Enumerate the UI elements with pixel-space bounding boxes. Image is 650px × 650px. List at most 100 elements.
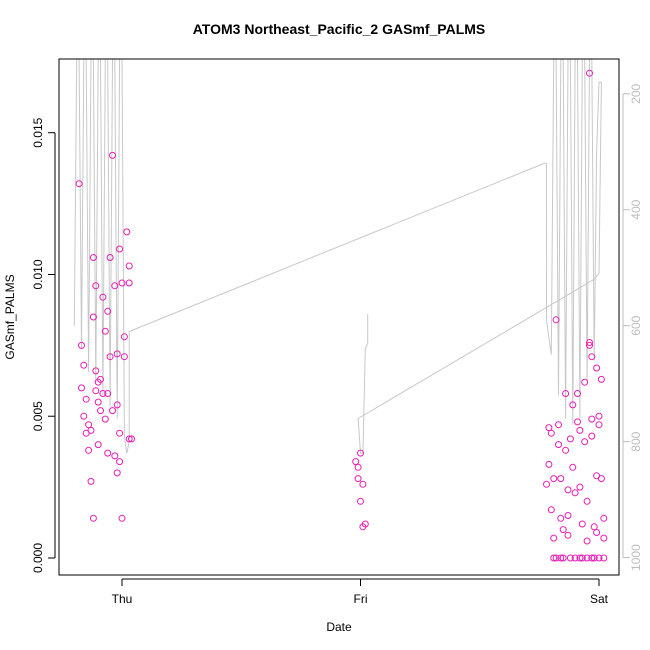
data-point <box>104 449 112 457</box>
data-point <box>600 554 608 562</box>
data-point <box>75 180 83 188</box>
data-point <box>125 435 133 443</box>
data-point <box>78 384 85 392</box>
y2-tick-label: 400 <box>629 199 643 219</box>
data-point <box>94 441 102 449</box>
data-point <box>590 523 598 531</box>
y-tick-label: 0.015 <box>31 117 45 147</box>
data-point <box>359 480 367 488</box>
y2-tick-label: 200 <box>629 83 643 103</box>
plot-frame <box>58 58 620 576</box>
data-point <box>116 245 124 253</box>
y2-tick-label: 1000 <box>629 544 643 571</box>
data-point <box>600 514 608 522</box>
data-point <box>547 506 555 514</box>
data-point <box>357 449 364 457</box>
data-point <box>354 475 362 483</box>
data-point <box>87 426 95 434</box>
data-point <box>109 151 116 159</box>
data-point <box>99 390 107 397</box>
data-point <box>564 512 572 519</box>
data-point <box>97 375 104 383</box>
data-point <box>557 475 565 483</box>
data-point <box>78 341 85 349</box>
data-point <box>583 537 591 545</box>
y2-axis: 200 400 600 800 1000 <box>622 83 643 571</box>
data-point <box>590 554 598 562</box>
data-point <box>113 350 121 358</box>
data-point <box>99 293 107 301</box>
data-point <box>588 432 596 440</box>
data-points-layer <box>75 69 608 562</box>
data-point <box>101 327 109 335</box>
data-point <box>574 390 581 397</box>
altitude-line <box>73 58 602 454</box>
data-point <box>123 228 131 236</box>
data-point <box>562 390 570 397</box>
data-point <box>578 554 586 562</box>
data-point <box>352 458 360 466</box>
data-point <box>118 514 126 522</box>
data-point <box>550 534 558 542</box>
data-point <box>545 460 553 468</box>
data-point <box>116 458 124 466</box>
data-point <box>583 497 591 505</box>
data-point <box>576 483 584 491</box>
data-point <box>586 69 593 77</box>
data-point <box>557 514 565 522</box>
data-point <box>125 279 133 287</box>
data-point <box>92 282 100 290</box>
data-point <box>559 554 567 562</box>
data-point <box>588 415 596 423</box>
data-point <box>595 421 603 429</box>
data-point <box>569 401 577 409</box>
data-point <box>550 475 558 483</box>
data-point <box>89 514 97 522</box>
y-tick-label: 0.005 <box>31 401 45 431</box>
y-tick-label: 0.000 <box>31 543 45 573</box>
data-point <box>361 520 369 528</box>
x-tick-label: Fri <box>354 592 368 606</box>
data-point <box>120 333 128 341</box>
data-point <box>85 446 93 454</box>
data-point <box>593 364 601 372</box>
data-point <box>89 254 97 261</box>
data-point <box>566 435 574 443</box>
y-axis-label: GASmf_PALMS <box>3 274 17 359</box>
data-point <box>80 412 88 420</box>
data-point <box>564 531 572 539</box>
data-point <box>552 554 560 562</box>
x-tick-label: Thu <box>112 592 133 606</box>
data-point <box>125 262 133 270</box>
data-point <box>559 526 567 534</box>
data-point <box>87 477 95 485</box>
altitude-line-layer <box>73 58 602 454</box>
data-point <box>571 489 579 497</box>
data-point <box>101 415 109 423</box>
data-point <box>111 282 119 290</box>
data-point <box>109 407 116 415</box>
data-point <box>85 421 93 429</box>
data-point <box>593 529 601 536</box>
data-point <box>597 375 605 383</box>
data-point <box>354 463 362 471</box>
data-point <box>555 441 562 449</box>
x-axis-label: Date <box>326 620 352 634</box>
data-point <box>557 554 565 562</box>
data-point <box>545 424 553 432</box>
data-point <box>80 361 88 369</box>
data-point <box>576 554 584 562</box>
data-point <box>595 554 603 562</box>
data-point <box>113 401 121 409</box>
data-point <box>92 387 100 395</box>
data-point <box>562 446 570 454</box>
data-point <box>543 480 550 488</box>
data-point <box>116 429 124 437</box>
y-axis: 0.000 0.005 0.010 0.015 <box>31 117 56 573</box>
data-point <box>586 341 593 349</box>
data-point <box>106 254 114 261</box>
data-point <box>566 554 574 562</box>
data-point <box>569 463 577 471</box>
data-point <box>111 452 119 460</box>
data-point <box>92 367 100 375</box>
